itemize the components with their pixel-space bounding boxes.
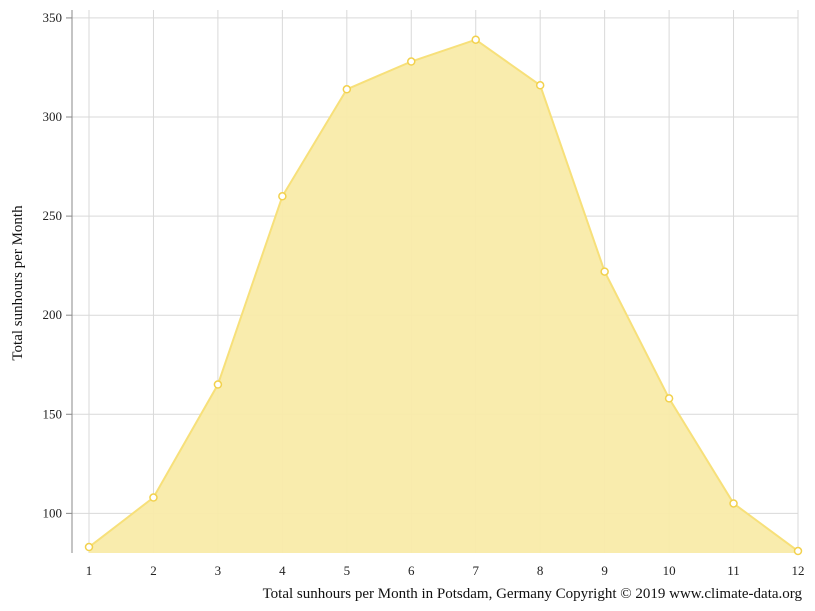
x-tick-label: 5 [344, 563, 351, 578]
x-axis-title: Total sunhours per Month in Potsdam, Ger… [263, 586, 803, 602]
y-tick-label: 150 [43, 406, 63, 421]
data-point [729, 499, 738, 508]
x-tick-label: 8 [537, 563, 544, 578]
data-point [535, 81, 545, 90]
y-tick-label: 300 [43, 109, 63, 124]
data-point [149, 493, 158, 502]
x-tick-label: 10 [663, 563, 676, 578]
x-tick-label: 6 [408, 563, 415, 578]
data-point [664, 394, 674, 403]
x-tick-label: 3 [215, 563, 222, 578]
data-points [84, 35, 803, 556]
data-point [84, 542, 94, 552]
data-point [407, 57, 416, 66]
x-tick-label: 4 [279, 563, 286, 578]
data-point [793, 546, 803, 556]
series-line [88, 38, 799, 552]
area-fill [89, 39, 798, 554]
data-point [342, 85, 352, 94]
y-tick-label: 350 [43, 10, 63, 25]
data-point [213, 380, 223, 389]
x-tick-label: 7 [472, 563, 479, 578]
data-point [278, 192, 287, 201]
data-point [471, 35, 480, 44]
x-tick-labels: 1 2 3 4 5 6 7 8 9 10 11 12 [86, 563, 805, 578]
y-tick-label: 250 [43, 208, 63, 223]
x-tick-label: 11 [727, 563, 740, 578]
y-axis-title: Total sunhours per Month [10, 205, 26, 361]
y-tick-labels: 100 150 200 250 300 350 [43, 10, 63, 520]
x-tick-label: 9 [601, 563, 608, 578]
x-tick-label: 2 [150, 563, 157, 578]
data-point [600, 267, 609, 276]
y-tick-label: 100 [43, 505, 63, 520]
x-tick-label: 1 [86, 563, 93, 578]
y-tick-label: 200 [43, 307, 63, 322]
x-tick-label: 12 [792, 563, 805, 578]
